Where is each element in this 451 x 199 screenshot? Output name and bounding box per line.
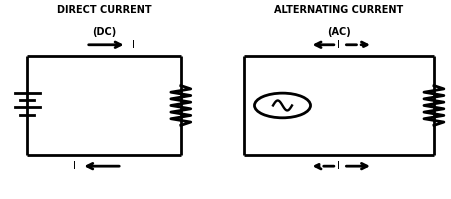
Text: I: I (132, 40, 135, 50)
Text: (AC): (AC) (327, 27, 350, 37)
Text: I: I (73, 161, 76, 171)
Text: (DC): (DC) (92, 27, 116, 37)
Text: DIRECT CURRENT: DIRECT CURRENT (56, 5, 151, 15)
Text: I: I (337, 40, 340, 50)
Text: ALTERNATING CURRENT: ALTERNATING CURRENT (274, 5, 403, 15)
Text: I: I (337, 161, 340, 171)
